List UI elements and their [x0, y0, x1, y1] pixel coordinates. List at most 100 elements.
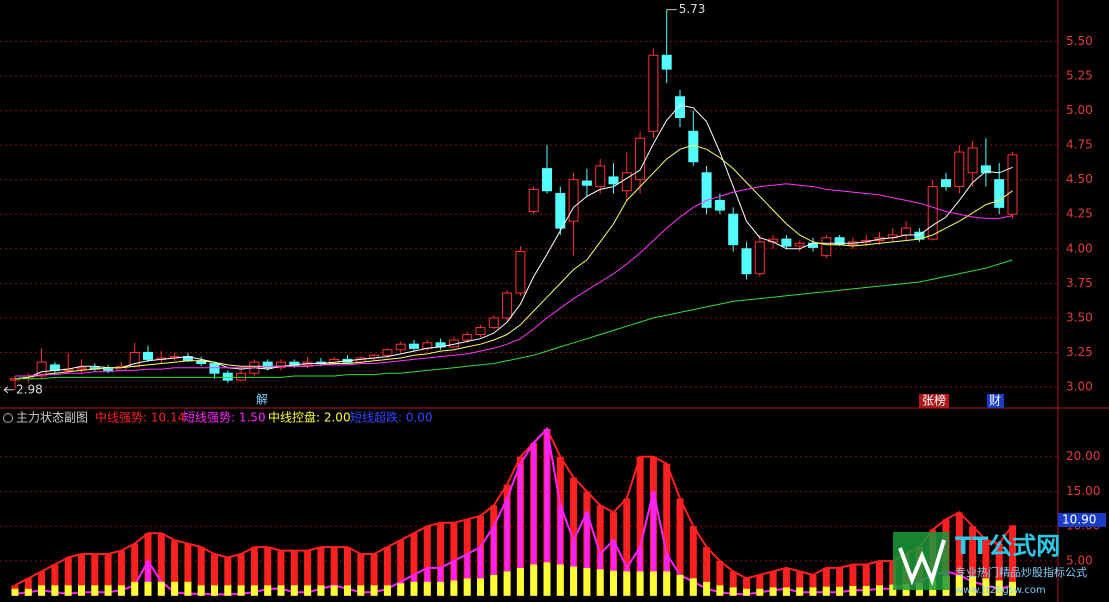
bar	[224, 557, 232, 596]
bar	[224, 585, 232, 596]
event-marker-box	[987, 394, 1004, 408]
bar	[649, 571, 657, 596]
bar	[557, 505, 563, 596]
bar	[370, 554, 378, 596]
bar	[344, 547, 351, 596]
bar	[955, 574, 963, 596]
candle-body	[941, 179, 951, 188]
bar	[796, 571, 804, 596]
bar	[729, 571, 737, 596]
bar	[689, 578, 697, 596]
event-marker: 张榜	[922, 393, 946, 408]
logo-subtitle: 专业热门精品炒股指标公式	[955, 565, 1087, 579]
y-tick-label: 4.50	[1066, 172, 1093, 186]
y-tick-label: 5.50	[1066, 34, 1093, 48]
bar	[822, 586, 830, 596]
candle-body	[555, 193, 566, 229]
current-value-label: 10.90	[1062, 512, 1096, 526]
bar	[184, 581, 192, 596]
bar	[849, 586, 857, 596]
bar	[144, 581, 152, 596]
candle-body	[781, 238, 792, 247]
logo-mark	[898, 539, 946, 586]
bar	[317, 585, 325, 596]
bar	[117, 550, 125, 596]
y-tick-label: 4.00	[1066, 241, 1093, 255]
bar	[703, 581, 711, 596]
bar	[211, 585, 218, 596]
bar-outline	[14, 426, 1013, 596]
candle-body	[515, 251, 526, 294]
current-value-box	[1058, 512, 1106, 527]
candle-body	[635, 137, 646, 181]
y-tick-label: 15.00	[1066, 484, 1100, 498]
moving-average-line	[15, 259, 1013, 380]
bar	[11, 588, 19, 596]
bar	[584, 512, 590, 596]
bar	[264, 585, 272, 596]
bar	[157, 533, 165, 596]
bar	[383, 585, 391, 596]
bar	[450, 580, 458, 596]
bar	[610, 570, 617, 596]
bar	[516, 567, 524, 596]
bar	[24, 578, 32, 596]
bar-outline	[14, 427, 1014, 587]
bar	[184, 543, 192, 596]
bar	[171, 540, 179, 596]
bar	[237, 585, 245, 596]
bar	[104, 554, 112, 596]
candle-body	[980, 165, 991, 174]
candle-body	[36, 361, 47, 377]
candle-body	[728, 213, 739, 246]
bar	[636, 456, 644, 596]
legend-entry: 短线超跌: 0.00	[350, 410, 433, 425]
candle-body	[741, 248, 752, 275]
bar	[1009, 581, 1016, 596]
event-marker: 财	[989, 394, 1001, 408]
candle-body	[901, 227, 912, 236]
bar	[676, 574, 684, 596]
candle-body	[1007, 154, 1018, 215]
bar	[51, 564, 59, 596]
candle-body	[581, 180, 592, 186]
bar	[383, 547, 391, 596]
y-tick-label: 4.25	[1066, 207, 1093, 221]
bar	[250, 585, 258, 596]
y-tick-label: 4.75	[1066, 138, 1093, 152]
bar	[370, 585, 378, 596]
bar	[596, 569, 604, 596]
bar	[663, 571, 671, 596]
bar	[862, 586, 870, 596]
bar	[544, 428, 550, 596]
bar	[145, 560, 151, 596]
candle-body	[608, 176, 619, 185]
bar	[304, 585, 312, 596]
candle-body	[714, 199, 725, 211]
bar	[437, 522, 445, 596]
annotation-arrow	[3, 386, 14, 394]
candle-body	[754, 241, 765, 275]
bar	[91, 554, 99, 596]
bar	[809, 587, 817, 596]
bar	[611, 540, 616, 596]
logo-url: www.tt26gsw.com	[955, 585, 1046, 596]
bar	[969, 526, 977, 596]
bar	[24, 588, 32, 596]
bar	[982, 540, 990, 596]
candle-body	[621, 172, 632, 192]
bar	[531, 442, 537, 596]
y-tick-label: 5.00	[1066, 553, 1093, 567]
bar	[822, 567, 830, 596]
bar	[889, 584, 897, 596]
bar	[570, 566, 578, 596]
bar	[583, 567, 591, 596]
bar	[478, 547, 483, 596]
candle-body	[808, 242, 818, 248]
candle-body	[794, 242, 805, 247]
bar	[876, 560, 883, 596]
bar	[1009, 525, 1016, 596]
bar	[117, 585, 125, 596]
y-tick-label: 3.50	[1066, 310, 1093, 324]
